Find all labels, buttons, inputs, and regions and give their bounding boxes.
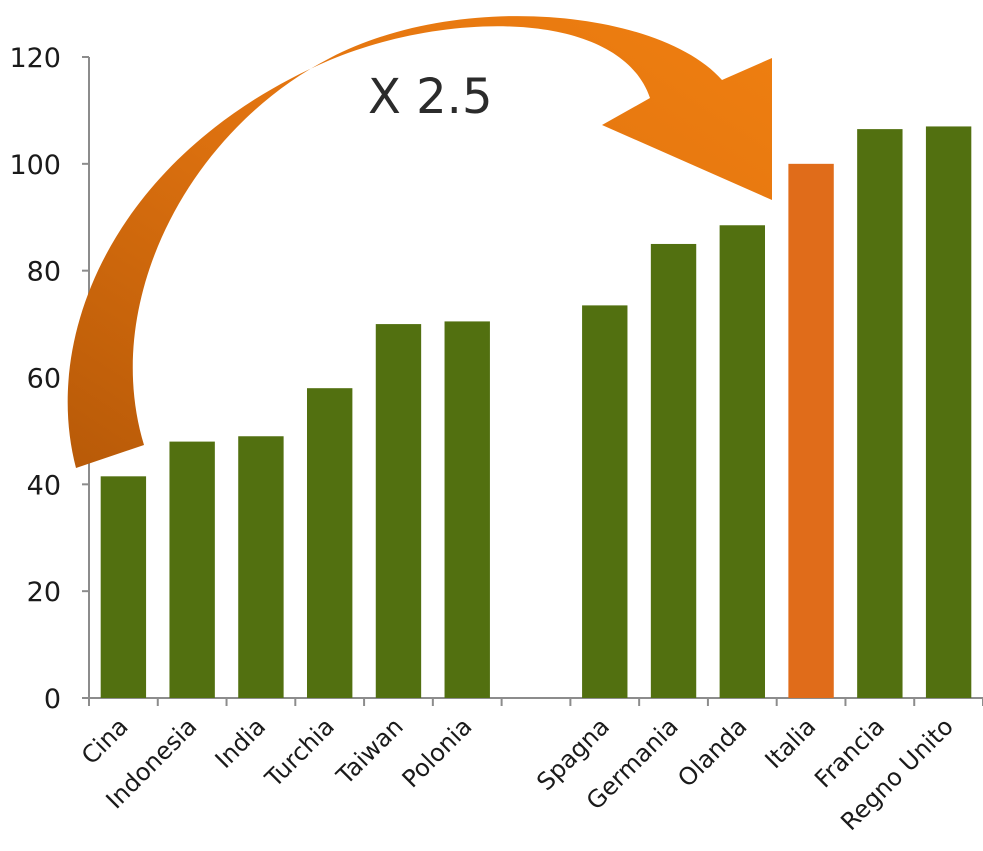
x-tick-label-italia: Italia: [760, 712, 822, 774]
y-tick-label-120: 120: [9, 43, 61, 74]
bar-polonia: [444, 321, 490, 698]
y-tick-label-40: 40: [27, 470, 61, 501]
bar-regno-unito: [925, 126, 972, 699]
bars: [100, 126, 972, 699]
x-tick-label-turchia: Turchia: [259, 712, 340, 793]
bar-francia: [857, 129, 903, 699]
growth-annotation: X 2.5: [368, 69, 492, 125]
bar-spagna: [582, 305, 628, 698]
bar-cina: [100, 476, 147, 698]
x-tick-label-cina: Cina: [76, 712, 134, 770]
bar-indonesia: [169, 441, 215, 698]
y-tick-label-100: 100: [9, 150, 61, 181]
x-tick-label-olanda: Olanda: [672, 712, 752, 792]
bar-germania: [650, 243, 697, 699]
bar-taiwan: [375, 324, 422, 698]
y-tick-label-20: 20: [27, 577, 61, 608]
x-tick-label-taiwan: Taiwan: [330, 712, 408, 790]
bar-turchia: [306, 388, 353, 698]
bar-india: [238, 436, 284, 698]
growth-arrow: [67, 16, 772, 468]
y-tick-label-80: 80: [27, 257, 61, 288]
x-tick-label-polonia: Polonia: [397, 712, 478, 793]
y-tick-label-0: 0: [44, 684, 61, 715]
bar-olanda: [719, 225, 766, 698]
x-tick-label-india: India: [210, 712, 271, 773]
y-tick-label-60: 60: [27, 364, 61, 395]
bar-italia: [788, 163, 834, 699]
x-axis: [88, 697, 983, 706]
y-axis: 0 20 40 60 80 100 120: [9, 43, 90, 715]
